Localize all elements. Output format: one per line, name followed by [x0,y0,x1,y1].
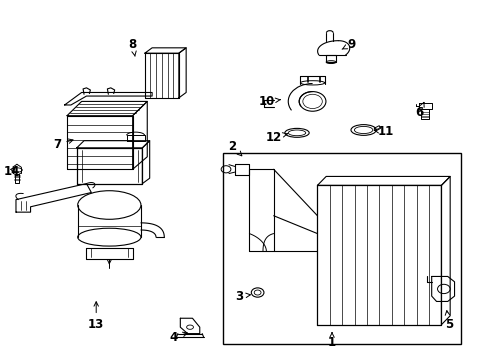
Bar [222,153,460,344]
Text: 8: 8 [128,38,137,56]
Text: 6: 6 [415,102,423,119]
Text: 11: 11 [373,125,393,138]
Text: 14: 14 [4,165,20,177]
Text: 1: 1 [327,333,335,349]
Text: 12: 12 [265,131,287,144]
Text: 5: 5 [444,311,452,331]
Text: 10: 10 [258,95,280,108]
Text: 3: 3 [235,289,250,303]
Text: 2: 2 [228,140,241,156]
Text: 4: 4 [169,331,187,344]
Text: 13: 13 [88,302,104,331]
Text: 9: 9 [342,38,355,51]
Text: 7: 7 [53,138,73,151]
